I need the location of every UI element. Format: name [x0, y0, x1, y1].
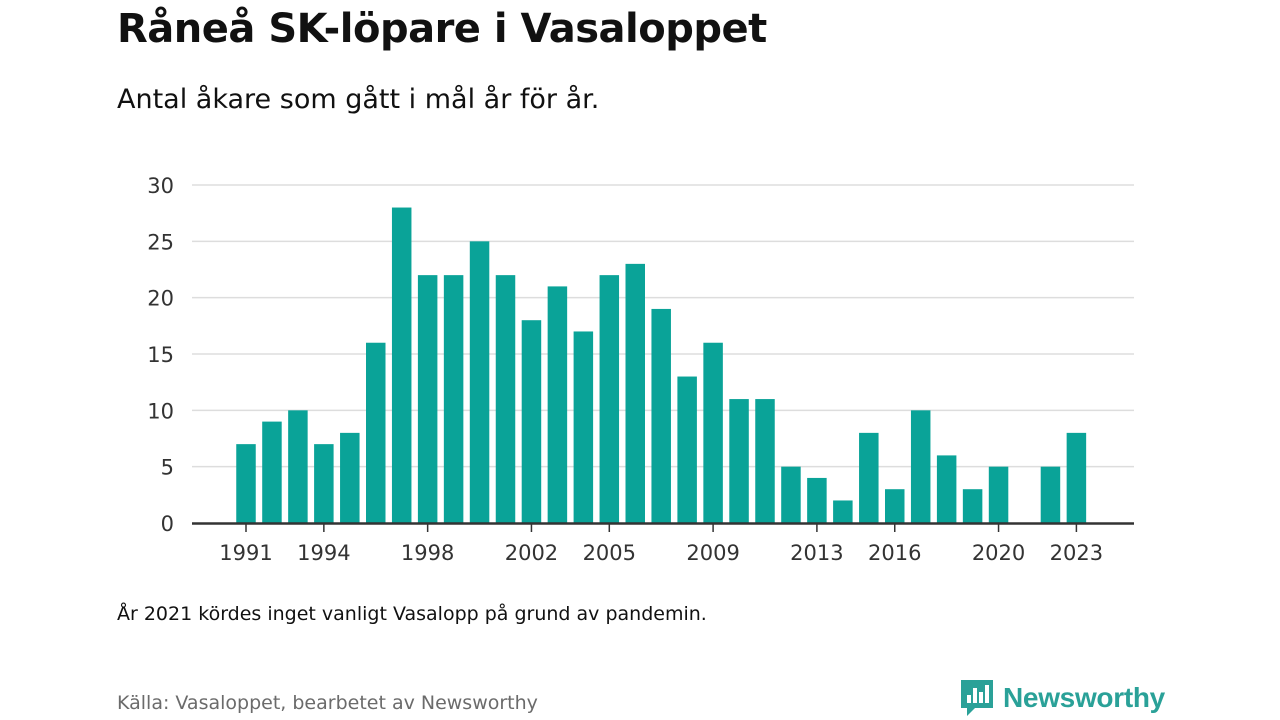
- bar-2009: [703, 342, 723, 523]
- source-text: Källa: Vasaloppet, bearbetet av Newswort…: [117, 692, 538, 714]
- bar-2014: [833, 500, 853, 523]
- bar-2013: [807, 477, 827, 523]
- bar-1995: [340, 432, 360, 523]
- bar-1991: [236, 444, 256, 523]
- x-tick-label-2013: 2013: [790, 541, 843, 565]
- bar-2001: [495, 275, 516, 523]
- bar-1994: [314, 444, 334, 523]
- bar-2006: [625, 263, 645, 523]
- bar-1997: [391, 207, 412, 524]
- bar-2022: [1040, 466, 1061, 523]
- x-tick-label-1998: 1998: [401, 541, 454, 565]
- x-tick-label-1991: 1991: [219, 541, 272, 565]
- y-tick-label-0: 0: [161, 512, 174, 536]
- bar-2015: [859, 432, 879, 523]
- y-tick-label-30: 30: [147, 174, 174, 198]
- axes: [192, 522, 1134, 532]
- bar-1999: [443, 275, 464, 523]
- newsworthy-logo-icon: [961, 680, 993, 716]
- bar-2023: [1066, 432, 1087, 523]
- bar-2004: [573, 331, 594, 523]
- chart-subtitle: Antal åkare som gått i mål år för år.: [117, 84, 600, 115]
- brand-name: Newsworthy: [1003, 682, 1165, 713]
- x-tick-label-1994: 1994: [297, 541, 350, 565]
- y-tick-label-20: 20: [147, 287, 174, 311]
- y-tick-label-15: 15: [147, 343, 174, 367]
- x-tick-label-2009: 2009: [686, 541, 739, 565]
- bar-2020: [988, 466, 1009, 523]
- bar-2000: [469, 241, 490, 524]
- x-tick-label-2020: 2020: [972, 541, 1025, 565]
- bar-2012: [781, 466, 801, 523]
- newsworthy-logo[interactable]: Newsworthy: [959, 678, 1165, 718]
- bar-2019: [962, 489, 983, 523]
- y-tick-label-25: 25: [147, 230, 174, 254]
- bar-2010: [729, 399, 749, 523]
- x-tick-label-2002: 2002: [505, 541, 558, 565]
- bar-1998: [417, 275, 438, 523]
- bar-2011: [755, 399, 775, 523]
- bar-2008: [677, 376, 697, 523]
- bar-2005: [599, 275, 620, 523]
- tick-labels: 0 5 10 15 20 25 30 1991 1994 1998 2002 2005 2009 2013…: [147, 174, 1103, 565]
- x-tick-label-2023: 2023: [1050, 541, 1103, 565]
- bar-2018: [936, 455, 957, 523]
- x-tick-label-2016: 2016: [868, 541, 921, 565]
- bar-2002: [521, 320, 542, 523]
- y-tick-label-10: 10: [147, 399, 174, 423]
- chart-title: Råneå SK-löpare i Vasaloppet: [117, 6, 767, 52]
- y-tick-label-5: 5: [161, 456, 174, 480]
- bar-1996: [366, 342, 386, 523]
- bar-1993: [288, 410, 308, 523]
- bar-2017: [910, 410, 931, 523]
- bar-1992: [262, 421, 282, 523]
- bar-chart: 0 5 10 15 20 25 30 1991 1994 1998 2002 2005 2009 2013…: [147, 174, 1134, 565]
- bar-2007: [651, 308, 671, 523]
- x-tick-label-2005: 2005: [583, 541, 636, 565]
- footnote: År 2021 kördes inget vanligt Vasalopp på…: [117, 603, 707, 625]
- bar-2016: [885, 489, 905, 523]
- bars: [236, 207, 1087, 524]
- bar-2003: [547, 286, 568, 523]
